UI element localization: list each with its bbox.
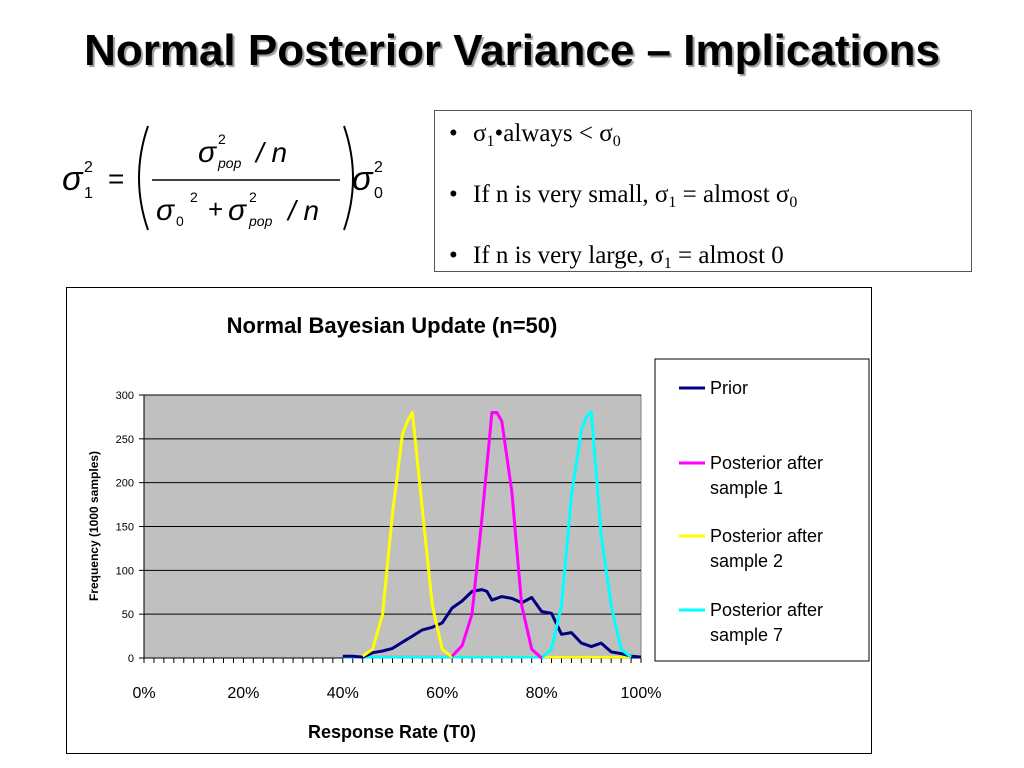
y-axis-label: Frequency (1000 samples) xyxy=(87,451,101,601)
series-group xyxy=(342,410,642,660)
chart-frame: Normal Bayesian Update (n=50) 0 50 100 150 2… xyxy=(66,287,872,754)
legend-label: Posterior after sample 7 xyxy=(710,600,823,645)
formula-num-sub: pop xyxy=(217,155,242,171)
slide-title: Normal Posterior Variance – Implications xyxy=(84,26,940,75)
x-tick-label: 0% xyxy=(132,685,155,702)
formula-right-paren xyxy=(343,125,354,231)
series-line-prior xyxy=(342,588,642,659)
y-tick-label: 200 xyxy=(116,478,134,490)
formula-den-sup0: 2 xyxy=(190,189,198,205)
formula-lhs-sup: 2 xyxy=(84,159,93,176)
formula-left-paren xyxy=(138,125,149,231)
formula-rhs-sub: 0 xyxy=(374,185,383,202)
x-tick-label: 40% xyxy=(327,685,359,702)
implication-item: • If n is very large, σ1 = almost 0 xyxy=(449,242,784,273)
implication-item: • If n is very small, σ1 = almost σ0 xyxy=(449,181,798,212)
x-axis-label: Response Rate (T0) xyxy=(308,722,476,742)
y-tick-label: 50 xyxy=(122,609,134,621)
legend-label: Posterior after sample 1 xyxy=(710,453,823,498)
formula-den-sigma-pop: σ xyxy=(228,194,248,227)
bullet-marker: • xyxy=(449,120,458,147)
legend-label: Prior xyxy=(710,378,748,398)
y-tick-label: 300 xyxy=(116,390,134,402)
legend: Prior Posterior after sample 1 Posterior af… xyxy=(679,378,823,645)
formula-lhs-sigma: σ xyxy=(62,160,84,198)
y-tick-label: 250 xyxy=(116,434,134,446)
bayesian-update-chart: Normal Bayesian Update (n=50) 0 50 100 150 2… xyxy=(87,313,870,742)
x-tick-label: 20% xyxy=(227,685,259,702)
x-tick-label: 60% xyxy=(426,685,458,702)
bullet-marker: • xyxy=(449,181,458,208)
formula-den-sub-pop: pop xyxy=(248,213,273,229)
formula-rhs-sigma: σ xyxy=(352,160,374,198)
formula-num-sup: 2 xyxy=(218,131,226,147)
implication-item: • σ1•always < σ0 xyxy=(449,120,621,151)
formula-den-sigma0: σ xyxy=(156,194,176,227)
x-tick-label: 80% xyxy=(526,685,558,702)
formula-rhs-sup: 2 xyxy=(374,159,383,176)
axes: 0 50 100 150 200 250 300 0% 20% 40% 60% 80% 100% xyxy=(116,390,662,702)
series-line-posterior-after-sample-2 xyxy=(361,411,454,659)
series-line-posterior-after-sample-1 xyxy=(451,411,543,660)
y-tick-label: 0 xyxy=(128,653,134,665)
chart-title: Normal Bayesian Update (n=50) xyxy=(227,313,558,338)
formula-den-sub0: 0 xyxy=(176,213,184,229)
legend-label: Posterior after sample 2 xyxy=(710,526,823,571)
formula-lhs-sub: 1 xyxy=(84,185,93,202)
formula-num-rest: / n xyxy=(254,137,287,168)
y-tick-label: 150 xyxy=(116,522,134,534)
formula-den-plus: + xyxy=(208,194,223,224)
formula-den-rest: / n xyxy=(286,195,319,226)
posterior-variance-formula: σ 2 1 = σ 2 pop / n σ 0 2 + σ 2 pop / n … xyxy=(62,125,383,231)
x-tick-label: 100% xyxy=(621,685,662,702)
y-tick-label: 100 xyxy=(116,565,134,577)
bullet-marker: • xyxy=(449,242,458,269)
implications-list: • σ1•always < σ0 • If n is very small, σ1 … xyxy=(435,111,971,277)
implications-box: • σ1•always < σ0 • If n is very small, σ1 … xyxy=(434,110,972,272)
formula-num-sigma: σ xyxy=(198,136,218,169)
formula-equals: = xyxy=(108,163,124,194)
formula-den-sup-pop: 2 xyxy=(249,189,257,205)
series-line-posterior-after-sample-7 xyxy=(540,410,633,660)
